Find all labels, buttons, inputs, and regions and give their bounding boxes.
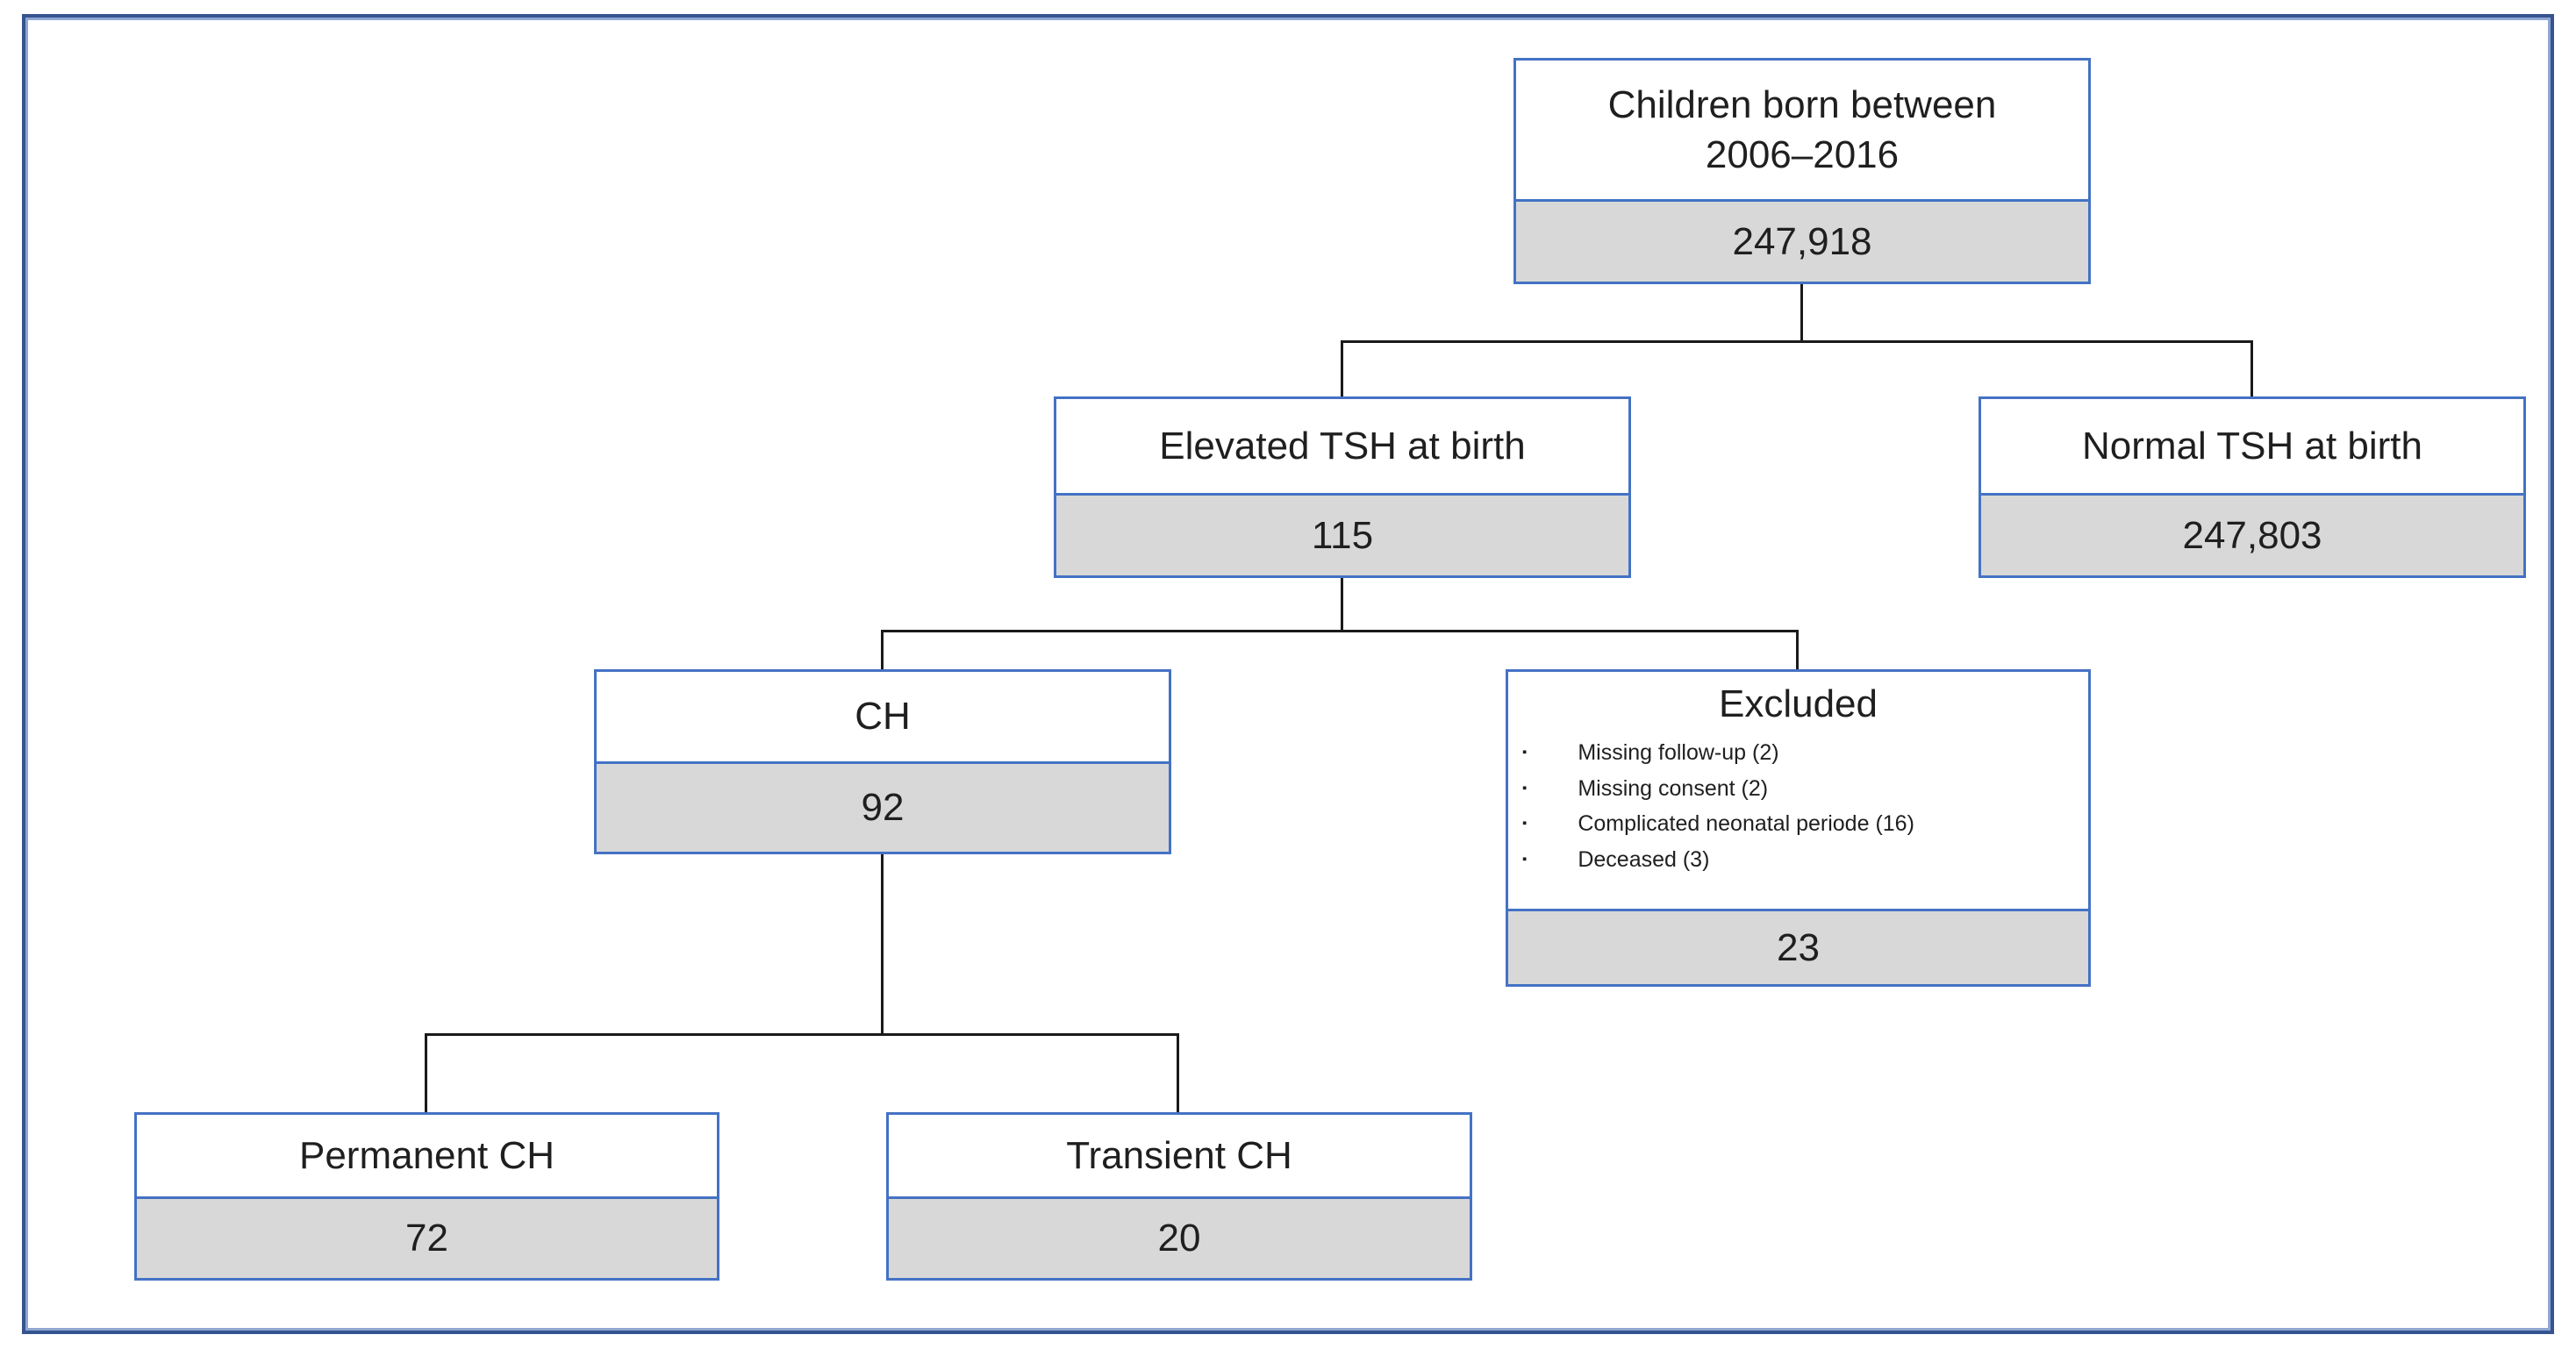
node-title: Transient CH (1066, 1133, 1292, 1177)
node-elevated-tsh: Elevated TSH at birth 115 (1054, 396, 1631, 578)
list-item: ▪ Deceased (3) (1522, 842, 2071, 878)
excluded-reason: Missing consent (2) (1578, 775, 1769, 801)
node-title: Normal TSH at birth (2082, 424, 2422, 468)
node-children-born: Children born between 2006–2016 247,918 (1513, 58, 2091, 284)
excluded-reason: Deceased (3) (1578, 846, 1710, 872)
excluded-reason: Missing follow-up (2) (1578, 740, 1779, 765)
connector-row3-crossbar (881, 630, 1799, 632)
node-title: CH (855, 695, 911, 739)
node-ch: CH 92 (594, 669, 1171, 854)
diagram-outer-frame (22, 14, 2554, 1334)
node-title: Children born between 2006–2016 (1516, 61, 2088, 199)
node-count: 92 (597, 761, 1169, 852)
list-item: ▪ Complicated neonatal periode (16) (1522, 806, 2071, 842)
excluded-reasons-list: ▪ Missing follow-up (2) ▪ Missing consen… (1508, 732, 2088, 909)
node-normal-tsh: Normal TSH at birth 247,803 (1979, 396, 2526, 578)
node-permanent-ch: Permanent CH 72 (134, 1112, 719, 1281)
node-count: 115 (1056, 493, 1628, 575)
list-item: ▪ Missing consent (2) (1522, 771, 2071, 807)
connector-elevated-drop (1341, 340, 1343, 396)
connector-transient-drop (1177, 1033, 1179, 1112)
node-count: 23 (1508, 909, 2088, 984)
node-count: 247,918 (1516, 199, 2088, 282)
list-item: ▪ Missing follow-up (2) (1522, 735, 2071, 771)
connector-row2-crossbar (1341, 340, 2253, 343)
connector-permanent-drop (425, 1033, 427, 1112)
node-title: Elevated TSH at birth (1159, 424, 1526, 468)
connector-row4-crossbar (425, 1033, 1179, 1036)
bullet-icon: ▪ (1522, 780, 1528, 796)
bullet-icon: ▪ (1522, 816, 1528, 831)
connector-excluded-drop (1796, 630, 1799, 669)
connector-elevated-stem (1341, 578, 1343, 632)
connector-normal-drop (2250, 340, 2253, 396)
node-excluded: Excluded ▪ Missing follow-up (2) ▪ Missi… (1506, 669, 2091, 987)
bullet-icon: ▪ (1522, 851, 1528, 867)
excluded-reason: Complicated neonatal periode (16) (1578, 811, 1914, 836)
node-count: 20 (889, 1196, 1470, 1278)
bullet-icon: ▪ (1522, 745, 1528, 760)
node-title: Permanent CH (298, 1133, 555, 1177)
node-title-line2: 2006–2016 (1705, 133, 1900, 176)
node-title: Excluded (1718, 682, 1878, 725)
connector-ch-drop (881, 630, 884, 669)
connector-root-stem (1800, 284, 1803, 343)
node-title-line1: Children born between (1607, 82, 1997, 126)
connector-ch-stem (881, 854, 884, 1036)
node-count: 72 (137, 1196, 717, 1278)
node-transient-ch: Transient CH 20 (886, 1112, 1472, 1281)
node-count: 247,803 (1981, 493, 2523, 575)
